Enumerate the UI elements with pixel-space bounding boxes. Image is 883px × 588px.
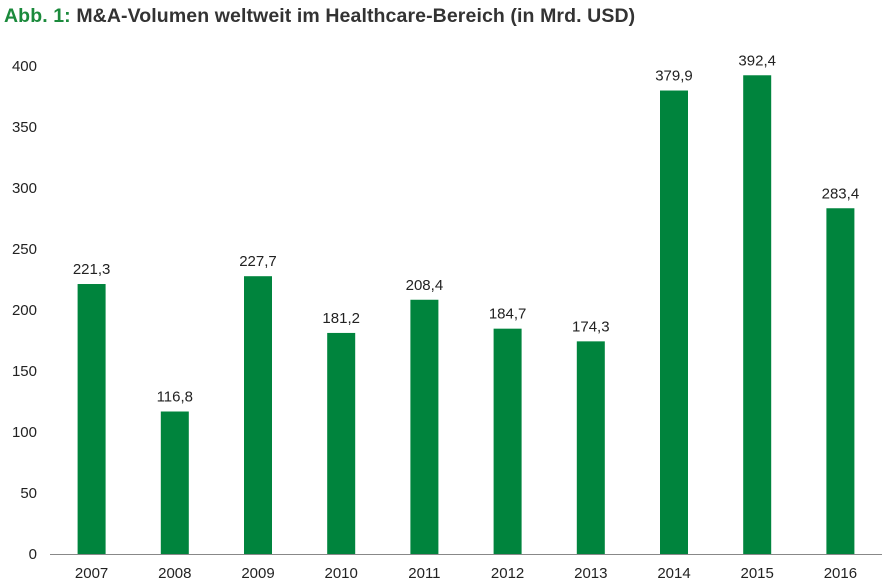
data-label: 283,4: [822, 185, 860, 202]
data-label: 181,2: [322, 310, 360, 327]
bar-2010: [327, 332, 356, 554]
title-text: M&A-Volumen weltweit im Healthcare-Berei…: [76, 5, 636, 27]
y-tick-label: 0: [29, 546, 37, 563]
data-label: 184,7: [489, 306, 527, 323]
y-tick-label: 300: [12, 180, 37, 197]
bar-2016: [826, 208, 855, 554]
x-tick-label: 2008: [158, 565, 191, 582]
data-label: 227,7: [239, 253, 277, 270]
bar-2013: [576, 341, 605, 554]
y-tick-label: 250: [12, 241, 37, 258]
bar-2012: [493, 328, 522, 554]
x-tick-label: 2012: [491, 565, 524, 582]
bar-2011: [410, 299, 439, 554]
bar-2009: [244, 276, 272, 554]
y-tick-label: 150: [12, 363, 37, 380]
data-label: 221,3: [73, 261, 111, 278]
data-label: 116,8: [157, 389, 193, 406]
y-tick-label: 350: [12, 119, 37, 136]
y-tick-label: 100: [12, 424, 37, 441]
bar-2014: [660, 90, 688, 554]
data-label: 208,4: [406, 277, 444, 294]
y-tick-label: 200: [12, 302, 37, 319]
data-label: 392,4: [738, 52, 776, 69]
chart-title: Abb. 1: M&A-Volumen weltweit im Healthca…: [4, 5, 635, 28]
bars: 221,3 116,8 227,7 181,2 208,4 184,7 174,3 379,9…: [73, 52, 859, 554]
x-tick-label: 2015: [741, 565, 774, 582]
x-tick-label: 2007: [75, 565, 108, 582]
data-label: 379,9: [655, 68, 693, 85]
y-axis: 0 50 100 150 200 250 300 350 400: [12, 58, 37, 563]
bar-2008: [160, 411, 189, 554]
x-tick-label: 2010: [325, 565, 358, 582]
y-tick-label: 400: [12, 58, 37, 75]
data-label: 174,3: [572, 318, 610, 335]
x-tick-label: 2013: [574, 565, 607, 582]
bar-2015: [743, 75, 772, 554]
x-tick-label: 2016: [824, 565, 857, 582]
y-tick-label: 50: [20, 485, 37, 502]
x-tick-label: 2011: [408, 565, 440, 582]
figure-number: Abb. 1:: [4, 5, 71, 27]
bar-2007: [77, 284, 106, 554]
x-tick-label: 2014: [657, 565, 690, 582]
x-tick-label: 2009: [241, 565, 274, 582]
x-axis: 2007 2008 2009 2010 2011 2012 2013 2014 2015 2016: [50, 554, 882, 582]
